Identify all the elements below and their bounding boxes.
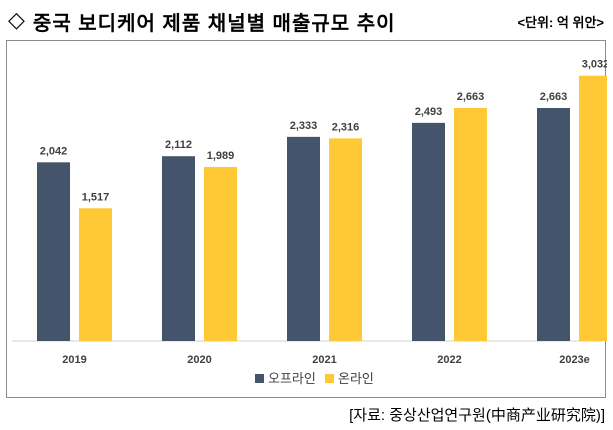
- source-note: [자료: 중상산업연구원(中商产业研究院)]: [349, 407, 605, 424]
- bar-online-2023e: [579, 75, 607, 341]
- page-title: 중국 보디케어 제품 채널별 매출규모 추이: [32, 12, 396, 35]
- legend-swatch-online: [325, 374, 334, 383]
- data-label-online-2020: 1,989: [207, 150, 235, 162]
- data-label-online-2022: 2,663: [457, 91, 485, 103]
- bar-offline-2023e: [537, 107, 570, 341]
- diamond-icon: ◇: [8, 8, 25, 33]
- data-label-offline-2023e: 2,663: [540, 91, 568, 103]
- legend-label-offline: 오프라인: [268, 371, 316, 386]
- x-tick-label-2023e: 2023e: [559, 354, 590, 366]
- legend-swatch-offline: [255, 374, 264, 383]
- unit-label: <단위: 억 위안>: [517, 14, 604, 30]
- bar-offline-2019: [37, 162, 70, 341]
- data-label-offline-2022: 2,493: [415, 106, 443, 118]
- data-label-online-2019: 1,517: [82, 191, 110, 203]
- x-tick-label-2020: 2020: [187, 354, 211, 366]
- title-row: ◇ 중국 보디케어 제품 채널별 매출규모 추이 <단위: 억 위안>: [8, 6, 606, 36]
- legend-label-online: 온라인: [338, 371, 374, 386]
- chart-frame: 2,042 1,517 2019 2,112 1,989 2020 2,333 2,316 20…: [6, 40, 607, 398]
- data-label-offline-2019: 2,042: [40, 145, 68, 157]
- x-tick-label-2019: 2019: [62, 354, 86, 366]
- bar-online-2022: [454, 107, 487, 341]
- x-tick-label-2022: 2022: [437, 354, 461, 366]
- bar-offline-2022: [412, 122, 445, 341]
- bar-online-2021: [329, 138, 362, 341]
- data-label-online-2023e: 3,032: [582, 59, 607, 71]
- data-label-online-2021: 2,316: [332, 121, 360, 133]
- data-label-offline-2021: 2,333: [290, 120, 318, 132]
- x-tick-label-2021: 2021: [312, 354, 336, 366]
- bar-online-2019: [79, 208, 112, 341]
- bar-offline-2020: [162, 156, 195, 341]
- bar-online-2020: [204, 166, 237, 341]
- bar-offline-2021: [287, 136, 320, 341]
- data-label-offline-2020: 2,112: [165, 139, 192, 151]
- bar-chart: 2,042 1,517 2019 2,112 1,989 2020 2,333 2,316 20…: [12, 59, 607, 386]
